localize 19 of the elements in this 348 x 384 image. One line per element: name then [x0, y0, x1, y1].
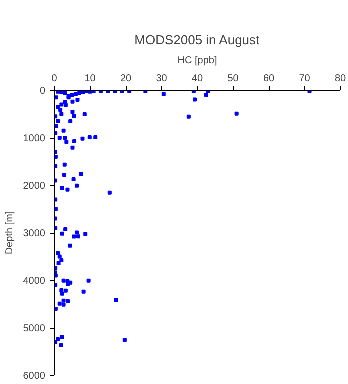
x-tick-label: 30	[156, 74, 168, 84]
x-tick-label: 10	[84, 74, 96, 84]
y-tick-label: 4000	[23, 276, 46, 287]
x-tick-label: 70	[299, 74, 311, 84]
y-tick-label: 1000	[23, 134, 46, 144]
y-axis-title: Depth [m]	[4, 211, 16, 255]
x-tick-label: 50	[228, 74, 240, 84]
y-tick-label: 3000	[23, 228, 46, 240]
x-axis-title: HC [ppb]	[178, 56, 218, 66]
chart-title: MODS2005 in August	[134, 32, 260, 48]
x-tick-label: 60	[263, 74, 275, 84]
y-tick-label: 0	[40, 86, 46, 97]
x-tick-label: 0	[52, 74, 58, 84]
y-tick-label: 5000	[23, 324, 46, 334]
y-tick-label: 2000	[23, 181, 46, 192]
x-tick-label: 20	[120, 74, 132, 84]
x-tick-label: 80	[334, 74, 346, 84]
y-tick-label: 6000	[23, 371, 46, 382]
x-tick-label: 40	[192, 74, 204, 84]
